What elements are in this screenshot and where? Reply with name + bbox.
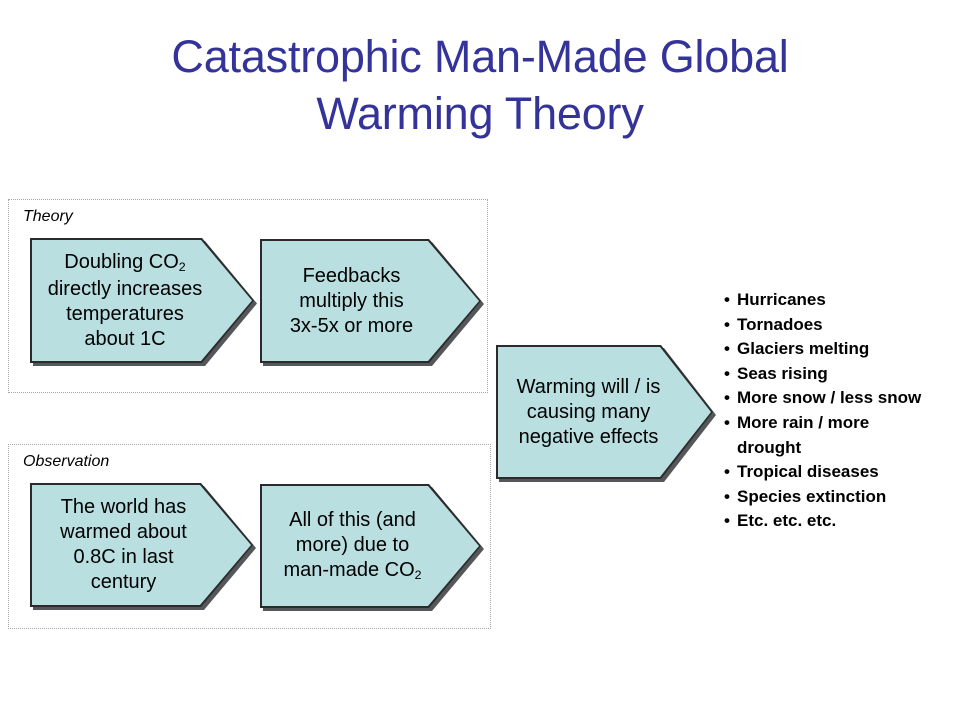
bullet-icon: • xyxy=(724,363,730,383)
chevron-line: century xyxy=(90,571,157,593)
bullet-icon: • xyxy=(724,339,730,359)
bullet-icon: • xyxy=(724,290,730,309)
effects-list-item: • Glaciers melting xyxy=(724,337,960,362)
chevron-feedbacks-text: Feedbacks multiply this 3x-5x or more xyxy=(260,264,481,339)
effects-list-item-label: drought xyxy=(737,437,802,457)
chevron-warming-text: Warming will / is causing many negative … xyxy=(496,375,713,450)
chevron-fill xyxy=(262,241,479,361)
effects-list-item-label: Etc. etc. etc. xyxy=(737,511,837,531)
bullet-icon: • xyxy=(724,462,730,482)
bullet-icon: • xyxy=(724,511,730,531)
effects-list-item-label: Tornadoes xyxy=(737,314,823,334)
effects-list-item-label: Hurricanes xyxy=(737,290,826,309)
effects-list-item: • Tornadoes xyxy=(724,313,960,338)
panel-observation-label: Observation xyxy=(23,453,110,470)
chevron-fill xyxy=(32,485,251,605)
chevron-all-of-this-text: All of this (and more) due to man-made C… xyxy=(260,508,481,585)
effects-list-item-label: Tropical diseases xyxy=(737,462,879,482)
chevron-line: The world has xyxy=(60,496,187,518)
panel-observation: Observation xyxy=(8,444,491,629)
chevron-doubling-co2[interactable]: Doubling CO2 directly increases temperat… xyxy=(30,238,254,363)
chevron-line: more) due to xyxy=(295,533,410,556)
effects-list: • Hurricanes • Tornadoes • Glaciers melting • S… xyxy=(724,288,960,534)
bullet-icon: • xyxy=(724,388,730,408)
chevron-line: warmed about xyxy=(60,521,187,543)
subscript-2: 2 xyxy=(414,568,422,583)
subscript-2: 2 xyxy=(178,260,186,275)
effects-list-item: • Hurricanes xyxy=(724,288,960,313)
effects-list-item: • More snow / less snow xyxy=(724,386,960,411)
chevron-line: multiply this xyxy=(299,289,404,312)
chevron-line: directly increases xyxy=(47,277,203,300)
panel-theory-label: Theory xyxy=(23,208,73,225)
effects-list-item: • Etc. etc. etc. xyxy=(724,509,960,534)
chevron-line-text: man-made CO xyxy=(283,558,415,581)
chevron-world-warmed-text: The world has warmed about 0.8C in last … xyxy=(30,495,253,595)
effects-list-item: • More rain / more xyxy=(724,411,960,436)
chevron-warming-negative-effects[interactable]: Warming will / is causing many negative … xyxy=(496,345,713,479)
chevron-line: man-made CO2 xyxy=(266,558,439,585)
effects-list-item: • Seas rising xyxy=(724,362,960,387)
effects-list-item-label: More snow / less snow xyxy=(737,388,922,408)
effects-list-item-label: Seas rising xyxy=(737,363,828,383)
chevron-fill xyxy=(32,240,252,361)
chevron-line: about 1C xyxy=(84,327,166,350)
chevron-line: 0.8C in last xyxy=(73,546,174,568)
effects-list-item: •drought xyxy=(724,436,960,461)
chevron-line: Feedbacks xyxy=(302,264,401,287)
chevron-feedbacks[interactable]: Feedbacks multiply this 3x-5x or more xyxy=(260,239,481,363)
bullet-icon: • xyxy=(724,486,730,506)
page-title-line-1: Catastrophic Man-Made Global xyxy=(171,31,789,82)
chevron-line-text: Doubling CO xyxy=(64,250,179,273)
chevron-all-of-this[interactable]: All of this (and more) due to man-made C… xyxy=(260,484,481,608)
effects-list-item-label: More rain / more xyxy=(737,412,870,432)
effects-list-item-label: Glaciers melting xyxy=(737,339,870,359)
chevron-doubling-co2-text: Doubling CO2 directly increases temperat… xyxy=(30,250,254,352)
page-title-line-2: Warming Theory xyxy=(316,88,644,139)
effects-list-item: • Tropical diseases xyxy=(724,460,960,485)
chevron-line: 3x-5x or more xyxy=(289,314,414,337)
chevron-fill xyxy=(498,347,711,477)
page-title: Catastrophic Man-Made Global Warming The… xyxy=(40,28,920,142)
effects-list-items: • Hurricanes • Tornadoes • Glaciers melting • S… xyxy=(724,288,960,534)
chevron-fill xyxy=(262,486,479,606)
chevron-line: Doubling CO2 xyxy=(36,250,214,277)
effects-list-item: • Species extinction xyxy=(724,485,960,510)
panel-theory: Theory xyxy=(8,199,488,393)
chevron-line: temperatures xyxy=(66,302,184,325)
bullet-icon: • xyxy=(724,314,730,334)
effects-list-item-label: Species extinction xyxy=(737,486,887,506)
bullet-icon: • xyxy=(724,412,730,432)
chevron-line: negative effects xyxy=(518,425,659,448)
chevron-world-warmed[interactable]: The world has warmed about 0.8C in last … xyxy=(30,483,253,607)
chevron-line: All of this (and xyxy=(289,508,416,531)
chevron-line: causing many xyxy=(526,400,651,423)
chevron-line: Warming will / is xyxy=(516,375,661,398)
